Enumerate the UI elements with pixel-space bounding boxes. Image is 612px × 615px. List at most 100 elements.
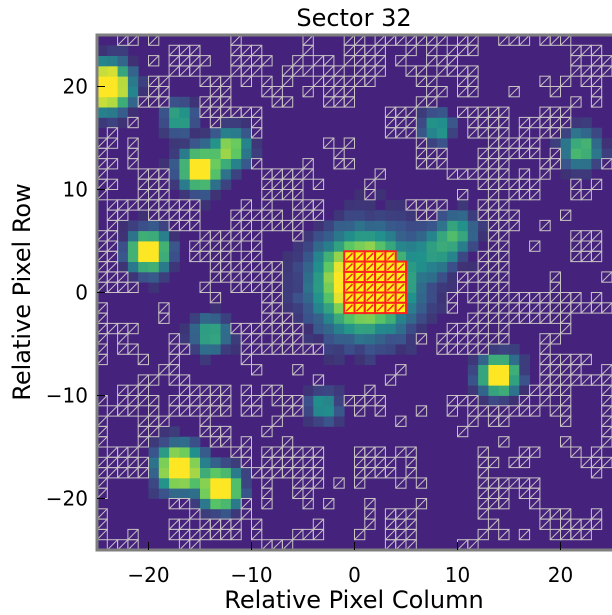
heatmap-cell bbox=[241, 477, 252, 489]
heatmap-cell bbox=[148, 447, 160, 458]
heatmap-cell bbox=[303, 251, 314, 262]
heatmap-cell bbox=[241, 488, 252, 499]
hatched-pixel bbox=[240, 384, 252, 397]
hatched-pixel bbox=[261, 55, 273, 67]
heatmap-cell bbox=[210, 467, 221, 479]
heatmap-cell bbox=[241, 148, 252, 159]
aperture-pixel bbox=[343, 281, 356, 294]
heatmap-cell bbox=[189, 498, 201, 510]
heatmap-cell bbox=[189, 313, 201, 324]
heatmap-cell bbox=[97, 107, 108, 118]
hatched-pixel bbox=[560, 508, 572, 520]
heatmap-cell bbox=[498, 374, 510, 386]
heatmap-cell bbox=[189, 96, 201, 108]
heatmap-cell bbox=[509, 374, 520, 386]
hatched-pixel bbox=[395, 364, 407, 376]
heatmap-cell bbox=[354, 313, 366, 324]
heatmap-cell bbox=[467, 385, 479, 396]
heatmap-cell bbox=[179, 189, 191, 201]
heatmap-cell bbox=[169, 148, 180, 159]
heatmap-cell bbox=[158, 251, 170, 262]
heatmap-cell bbox=[303, 405, 314, 417]
heatmap-cell bbox=[395, 344, 407, 355]
heatmap-cell bbox=[333, 271, 345, 283]
heatmap-cell bbox=[169, 251, 180, 262]
heatmap-cell bbox=[200, 138, 211, 149]
heatmap-cell bbox=[169, 447, 180, 458]
heatmap-cell bbox=[323, 385, 335, 396]
hatched-pixel bbox=[415, 333, 428, 345]
heatmap-cell bbox=[333, 395, 345, 407]
heatmap-cell bbox=[189, 436, 201, 448]
heatmap-cell bbox=[498, 344, 510, 355]
heatmap-cell bbox=[303, 313, 314, 324]
heatmap-cell bbox=[200, 199, 211, 211]
heatmap-cell bbox=[179, 436, 191, 448]
hatched-pixel bbox=[343, 137, 356, 149]
hatched-pixel bbox=[436, 147, 448, 160]
heatmap-cell bbox=[189, 323, 201, 335]
heatmap-cell bbox=[364, 241, 376, 252]
heatmap-cell bbox=[447, 220, 458, 232]
heatmap-cell bbox=[354, 220, 366, 232]
heatmap-cell bbox=[138, 271, 149, 283]
heatmap-cell bbox=[210, 189, 221, 201]
hatched-pixel bbox=[436, 35, 448, 46]
heatmap-cell bbox=[416, 302, 427, 314]
heatmap-cell bbox=[447, 261, 458, 273]
heatmap-cell bbox=[169, 488, 180, 499]
heatmap-cell bbox=[488, 385, 500, 396]
hatched-pixel bbox=[312, 446, 325, 458]
heatmap-cell bbox=[148, 488, 160, 499]
heatmap-cell bbox=[581, 127, 592, 139]
hatched-pixel bbox=[117, 271, 129, 283]
heatmap-cell bbox=[488, 344, 500, 355]
heatmap-cell bbox=[570, 158, 582, 170]
hatched-pixel bbox=[127, 446, 139, 458]
heatmap-cell bbox=[416, 251, 427, 262]
hatched-pixel bbox=[467, 395, 479, 407]
hatched-pixel bbox=[539, 219, 551, 232]
heatmap-cell bbox=[220, 148, 232, 159]
heatmap-cell bbox=[519, 385, 530, 396]
heatmap-cell bbox=[169, 127, 180, 139]
hatched-pixel bbox=[281, 312, 294, 324]
hatched-pixel bbox=[148, 395, 160, 407]
heatmap-cell bbox=[447, 210, 458, 221]
hatched-pixel bbox=[127, 322, 139, 335]
heatmap-cell bbox=[323, 405, 335, 417]
heatmap-cell bbox=[426, 220, 438, 232]
heatmap-cell bbox=[313, 261, 324, 273]
hatched-pixel bbox=[467, 65, 479, 77]
heatmap-cell bbox=[457, 199, 469, 211]
aperture-mask bbox=[343, 250, 408, 315]
heatmap-cell bbox=[127, 261, 139, 273]
heatmap-cell bbox=[457, 210, 469, 221]
aperture-pixel bbox=[384, 250, 397, 263]
heatmap-cell bbox=[220, 158, 232, 170]
heatmap-cell bbox=[591, 158, 603, 170]
heatmap-cell bbox=[127, 271, 139, 283]
hatched-pixel bbox=[97, 415, 108, 427]
heatmap-cell bbox=[519, 364, 530, 376]
heatmap-cell bbox=[97, 45, 108, 56]
hatched-pixel bbox=[405, 446, 417, 458]
heatmap-cell bbox=[498, 385, 510, 396]
heatmap-cell bbox=[97, 96, 108, 108]
hatched-pixel bbox=[436, 86, 448, 98]
hatched-pixel bbox=[601, 302, 612, 314]
hatched-pixel bbox=[477, 446, 489, 458]
aperture-pixel bbox=[353, 281, 366, 294]
heatmap-cell bbox=[148, 477, 160, 489]
heatmap-cell bbox=[117, 86, 129, 98]
heatmap-cell bbox=[179, 333, 191, 345]
heatmap-cell bbox=[406, 282, 417, 293]
heatmap-cell bbox=[457, 220, 469, 232]
heatmap-cell bbox=[313, 282, 324, 293]
heatmap-cell bbox=[478, 230, 489, 242]
hatched-pixel bbox=[271, 209, 283, 221]
heatmap-cell bbox=[570, 168, 582, 180]
heatmap-cell bbox=[416, 230, 427, 242]
heatmap-cell bbox=[467, 210, 479, 221]
heatmap-cell bbox=[200, 457, 211, 468]
